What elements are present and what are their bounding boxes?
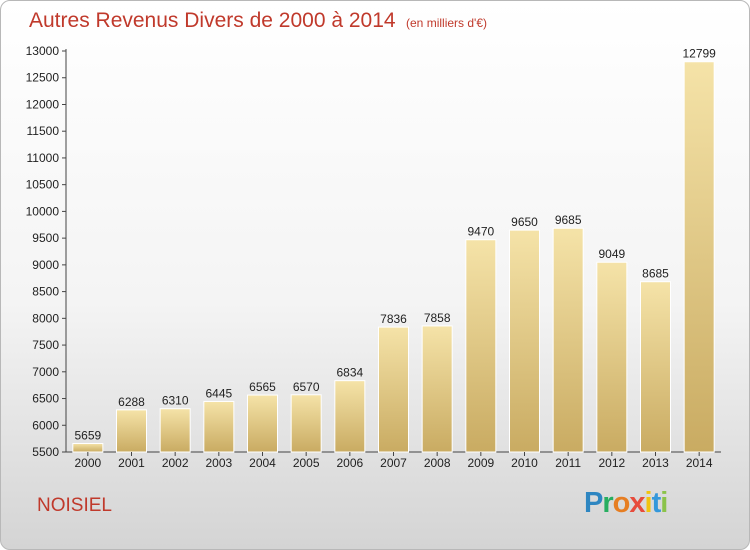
x-tick-label: 2006 xyxy=(336,456,363,470)
data-label: 6288 xyxy=(118,395,145,409)
x-tick-label: 2001 xyxy=(118,456,145,470)
y-tick-label: 5500 xyxy=(32,445,59,459)
chart-title: Autres Revenus Divers de 2000 à 2014 (en… xyxy=(29,9,487,33)
data-label: 6445 xyxy=(205,386,232,400)
y-tick-label: 11500 xyxy=(27,124,60,138)
y-tick-label: 9000 xyxy=(32,258,59,272)
y-tick-label: 11000 xyxy=(27,151,60,165)
logo-letter: t xyxy=(651,487,662,519)
x-tick-label: 2011 xyxy=(555,456,581,470)
x-tick-label: 2012 xyxy=(598,456,625,470)
x-tick-label: 2004 xyxy=(249,456,276,470)
y-tick-label: 9500 xyxy=(32,231,59,245)
logo-letter: x xyxy=(629,487,645,519)
bar xyxy=(640,281,671,453)
logo-letter: r xyxy=(602,487,613,519)
y-tick-label: 10500 xyxy=(26,178,60,192)
y-tick-label: 10000 xyxy=(26,204,60,218)
chart-unit: (en milliers d'€) xyxy=(406,16,487,30)
y-tick-label: 8000 xyxy=(32,311,59,325)
data-label: 8685 xyxy=(642,267,669,281)
logo-letter: i xyxy=(660,487,668,519)
bar xyxy=(159,408,191,453)
data-label: 7858 xyxy=(424,311,451,325)
x-tick-label: 2014 xyxy=(686,456,713,470)
data-label: 5659 xyxy=(74,428,101,442)
y-tick-label: 13000 xyxy=(26,44,60,58)
bar xyxy=(509,229,540,453)
data-label: 6834 xyxy=(336,366,363,380)
data-label: 7836 xyxy=(380,312,407,326)
y-tick-label: 6500 xyxy=(32,392,59,406)
y-tick-label: 12500 xyxy=(26,71,60,85)
bar xyxy=(334,380,366,453)
logo-letter: o xyxy=(612,487,631,519)
data-label: 9685 xyxy=(555,213,582,227)
x-tick-label: 2000 xyxy=(74,456,101,470)
data-label: 9470 xyxy=(467,225,494,239)
bar xyxy=(683,61,715,453)
x-tick-label: 2005 xyxy=(293,456,320,470)
y-tick-label: 8500 xyxy=(32,285,59,299)
data-label: 6310 xyxy=(162,394,189,408)
chart-title-text: Autres Revenus Divers de 2000 à 2014 xyxy=(29,9,396,32)
y-tick-label: 6000 xyxy=(32,418,59,432)
data-label: 9049 xyxy=(598,247,625,261)
y-tick-label: 7000 xyxy=(32,365,59,379)
x-tick-label: 2008 xyxy=(424,456,451,470)
data-label: 6565 xyxy=(249,380,276,394)
logo-letter: P xyxy=(584,487,603,519)
logo-letter: i xyxy=(644,487,653,519)
x-tick-label: 2009 xyxy=(467,456,494,470)
bar xyxy=(465,239,497,453)
bar xyxy=(378,326,409,453)
bar xyxy=(116,409,147,453)
y-tick-label: 7500 xyxy=(32,338,59,352)
commune-name: NOISIEL xyxy=(37,495,112,516)
bar xyxy=(552,227,584,453)
bar xyxy=(421,325,453,453)
x-tick-label: 2007 xyxy=(380,456,407,470)
bar xyxy=(203,400,235,453)
bar xyxy=(290,394,322,453)
x-tick-label: 2010 xyxy=(511,456,538,470)
y-tick-label: 12000 xyxy=(26,97,60,111)
bar xyxy=(596,261,628,453)
x-tick-label: 2013 xyxy=(642,456,669,470)
data-label: 6570 xyxy=(293,380,320,394)
x-tick-label: 2002 xyxy=(162,456,189,470)
proxiti-logo: Proxiti xyxy=(584,487,668,520)
bar xyxy=(72,442,104,453)
bar xyxy=(247,394,278,453)
data-label: 12799 xyxy=(682,47,716,61)
data-label: 9650 xyxy=(511,215,538,229)
x-tick-label: 2003 xyxy=(205,456,232,470)
